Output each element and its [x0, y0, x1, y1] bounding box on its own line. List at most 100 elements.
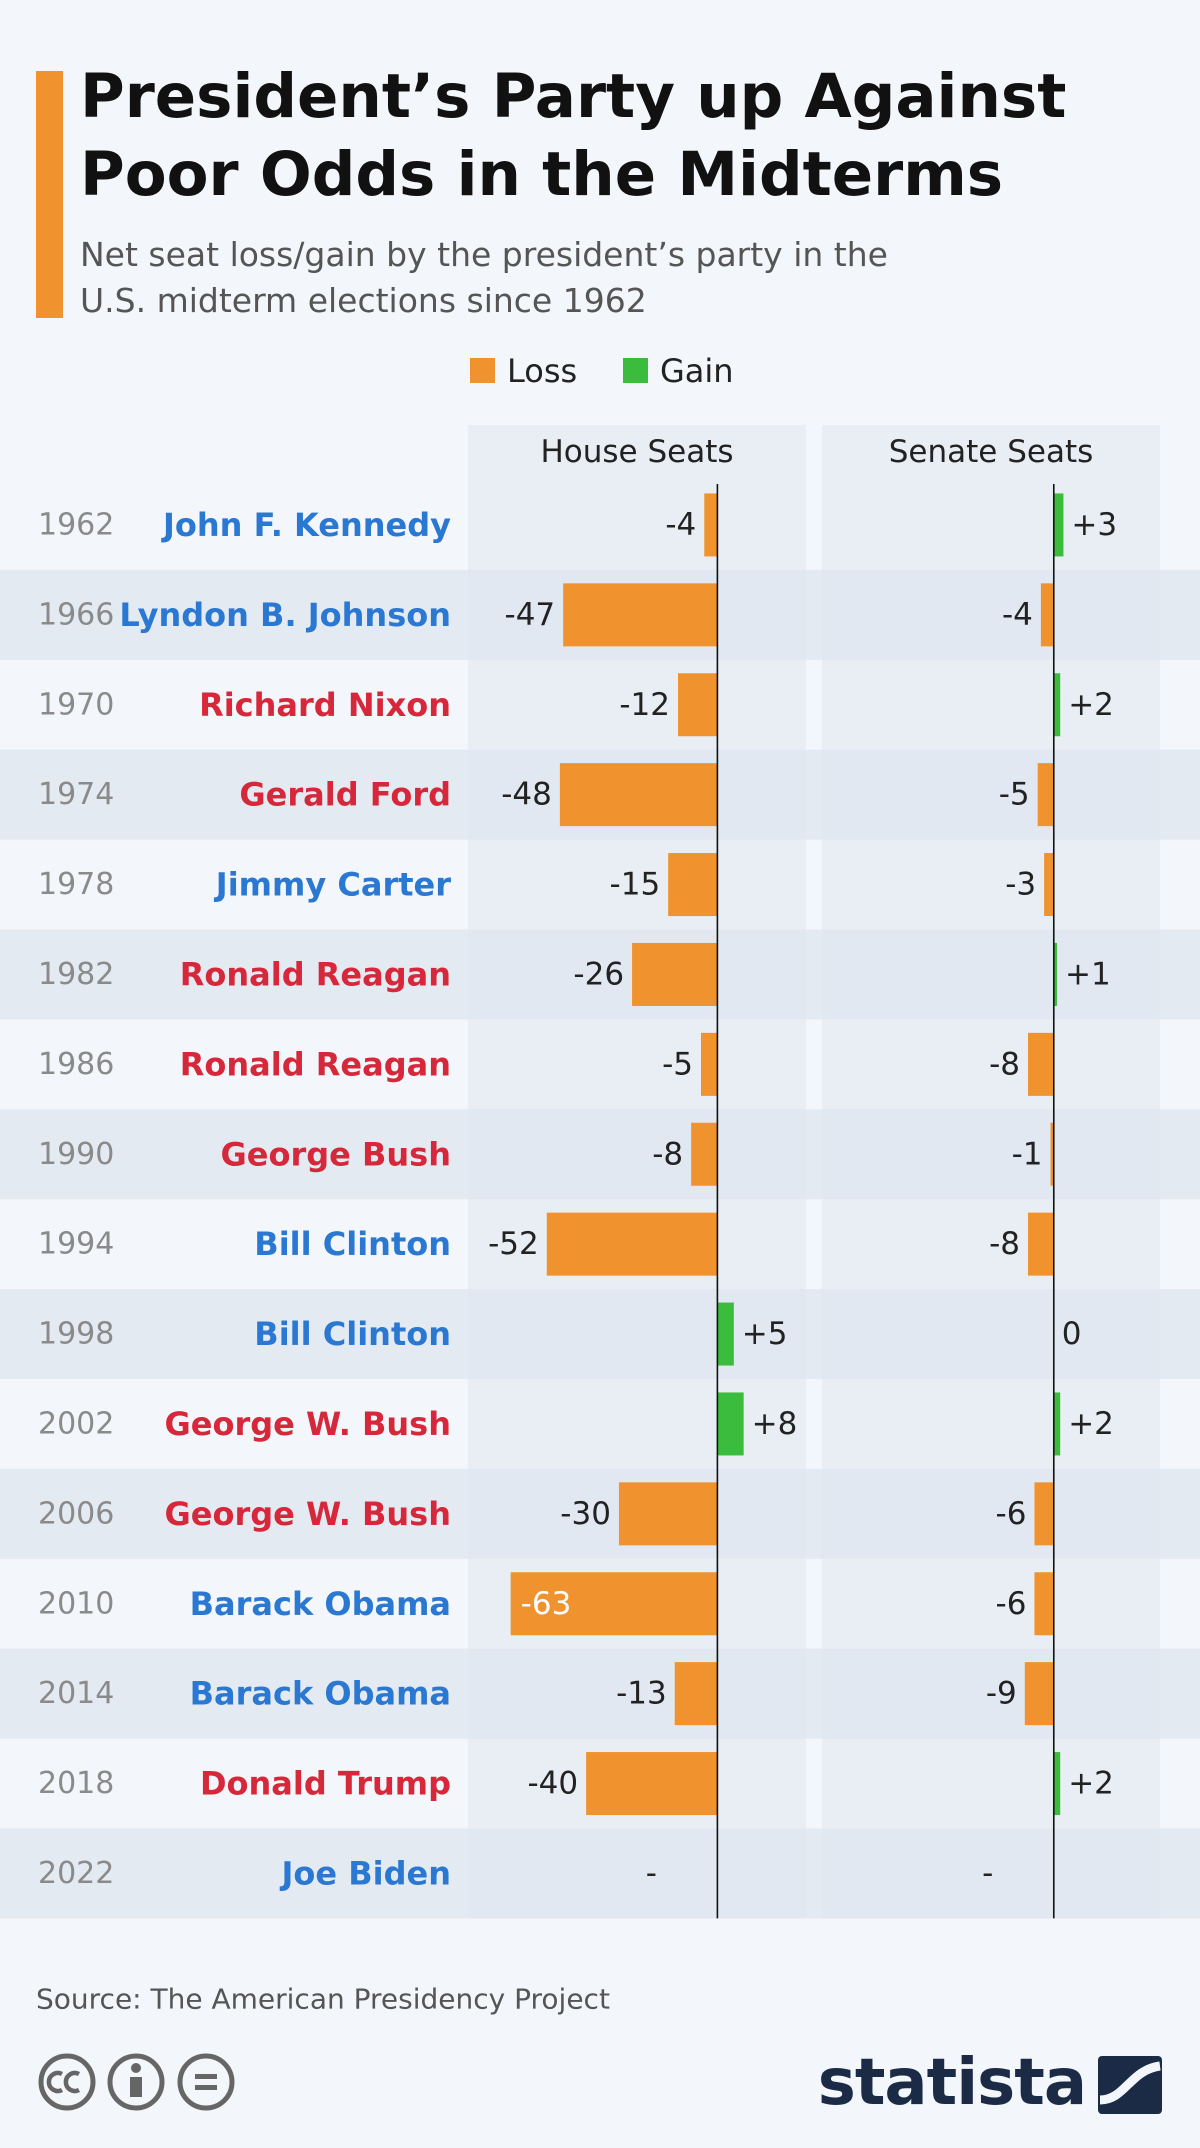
value-label: +5	[742, 1316, 788, 1352]
year-label: 1982	[38, 957, 114, 992]
row-stripe	[0, 1828, 1200, 1919]
legend-swatch	[470, 358, 495, 383]
bar	[1037, 763, 1054, 827]
president-label: Bill Clinton	[254, 1225, 451, 1263]
year-label: 1974	[38, 777, 114, 812]
value-label: +3	[1071, 507, 1117, 543]
value-label: -6	[996, 1496, 1027, 1532]
year-label: 1978	[38, 867, 114, 902]
value-label: -8	[989, 1046, 1020, 1082]
president-label: Donald Trump	[200, 1765, 451, 1803]
year-label: 1994	[38, 1227, 114, 1262]
value-label: -3	[1005, 867, 1036, 903]
value-label: -47	[505, 597, 556, 633]
title: President’s Party up Against Poor Odds i…	[80, 61, 1067, 210]
bar	[717, 1302, 734, 1366]
president-label: Jimmy Carter	[214, 866, 451, 904]
license-icon	[195, 2085, 217, 2090]
license-icon	[195, 2074, 217, 2079]
president-label: Ronald Reagan	[180, 955, 451, 993]
value-label: -8	[989, 1226, 1020, 1262]
year-label: 1970	[38, 687, 114, 722]
bar	[1024, 1662, 1054, 1726]
president-label: John F. Kennedy	[161, 506, 451, 544]
row-stripe	[0, 929, 1200, 1020]
license-icons	[38, 2053, 235, 2111]
brand-logo: statista	[818, 2046, 1086, 2120]
value-label: -6	[996, 1586, 1027, 1622]
value-label: -15	[610, 867, 661, 903]
value-label: -48	[501, 777, 552, 813]
license-icon	[46, 2070, 81, 2094]
license-icon	[107, 2053, 165, 2111]
value-label: -63	[521, 1586, 572, 1622]
value-label: -4	[665, 507, 696, 543]
year-label: 1990	[38, 1137, 114, 1172]
president-label: Gerald Ford	[239, 776, 451, 814]
president-label: George W. Bush	[165, 1495, 451, 1533]
title-accent	[36, 71, 63, 318]
bar	[1044, 853, 1054, 917]
president-label: Lyndon B. Johnson	[119, 596, 451, 634]
bar	[1053, 1752, 1061, 1816]
president-label: Ronald Reagan	[180, 1045, 451, 1083]
bar	[717, 1392, 744, 1456]
year-label: 1986	[38, 1047, 114, 1082]
value-label: -9	[986, 1676, 1017, 1712]
row-stripe	[0, 1289, 1200, 1379]
value-label: +1	[1065, 956, 1111, 992]
president-label: Richard Nixon	[199, 686, 451, 724]
bar	[546, 1212, 718, 1276]
year-label: 1966	[38, 597, 114, 632]
president-label: Barack Obama	[190, 1585, 451, 1623]
license-icon	[131, 2063, 141, 2073]
row-stripe	[0, 1648, 1200, 1739]
president-label: Barack Obama	[190, 1675, 451, 1713]
bar	[1053, 1392, 1061, 1456]
value-label: -40	[527, 1766, 578, 1802]
value-label: +2	[1068, 1766, 1114, 1802]
value-label: +2	[1068, 1406, 1114, 1442]
bar	[668, 853, 718, 917]
president-label: George W. Bush	[165, 1405, 451, 1443]
row-stripe	[0, 1109, 1200, 1200]
year-label: 2014	[38, 1676, 114, 1711]
license-icon	[177, 2053, 235, 2111]
bar	[1028, 1032, 1054, 1096]
value-label: -5	[999, 777, 1030, 813]
bar	[1034, 1482, 1054, 1546]
year-label: 2002	[38, 1406, 114, 1441]
brand-mark	[1099, 2061, 1161, 2105]
value-label: -8	[652, 1136, 683, 1172]
bar	[691, 1122, 718, 1186]
source: Source: The American Presidency Project	[36, 1983, 610, 2016]
value-label: -	[646, 1855, 657, 1891]
value-label: -30	[560, 1496, 611, 1532]
year-label: 2018	[38, 1766, 114, 1801]
year-label: 1962	[38, 507, 114, 542]
panel-title: Senate Seats	[889, 434, 1094, 470]
bar	[559, 763, 718, 827]
bar	[678, 673, 718, 737]
bar	[563, 583, 718, 647]
value-label: +8	[752, 1406, 798, 1442]
value-label: -13	[616, 1676, 667, 1712]
row-stripe	[0, 1468, 1200, 1559]
bar	[1053, 942, 1057, 1006]
value-label: -	[982, 1855, 993, 1891]
bar	[1028, 1212, 1054, 1276]
president-label: George Bush	[221, 1135, 451, 1173]
license-icon	[38, 2053, 96, 2111]
president-label: Bill Clinton	[254, 1315, 451, 1353]
subtitle: Net seat loss/gain by the president’s pa…	[80, 235, 888, 320]
bar	[1050, 1122, 1054, 1186]
year-label: 2010	[38, 1586, 114, 1621]
bar	[1034, 1572, 1054, 1636]
value-label: -52	[488, 1226, 539, 1262]
value-label: -5	[662, 1046, 693, 1082]
president-label: Joe Biden	[280, 1854, 451, 1892]
bar	[700, 1032, 718, 1096]
bar	[1053, 673, 1061, 737]
